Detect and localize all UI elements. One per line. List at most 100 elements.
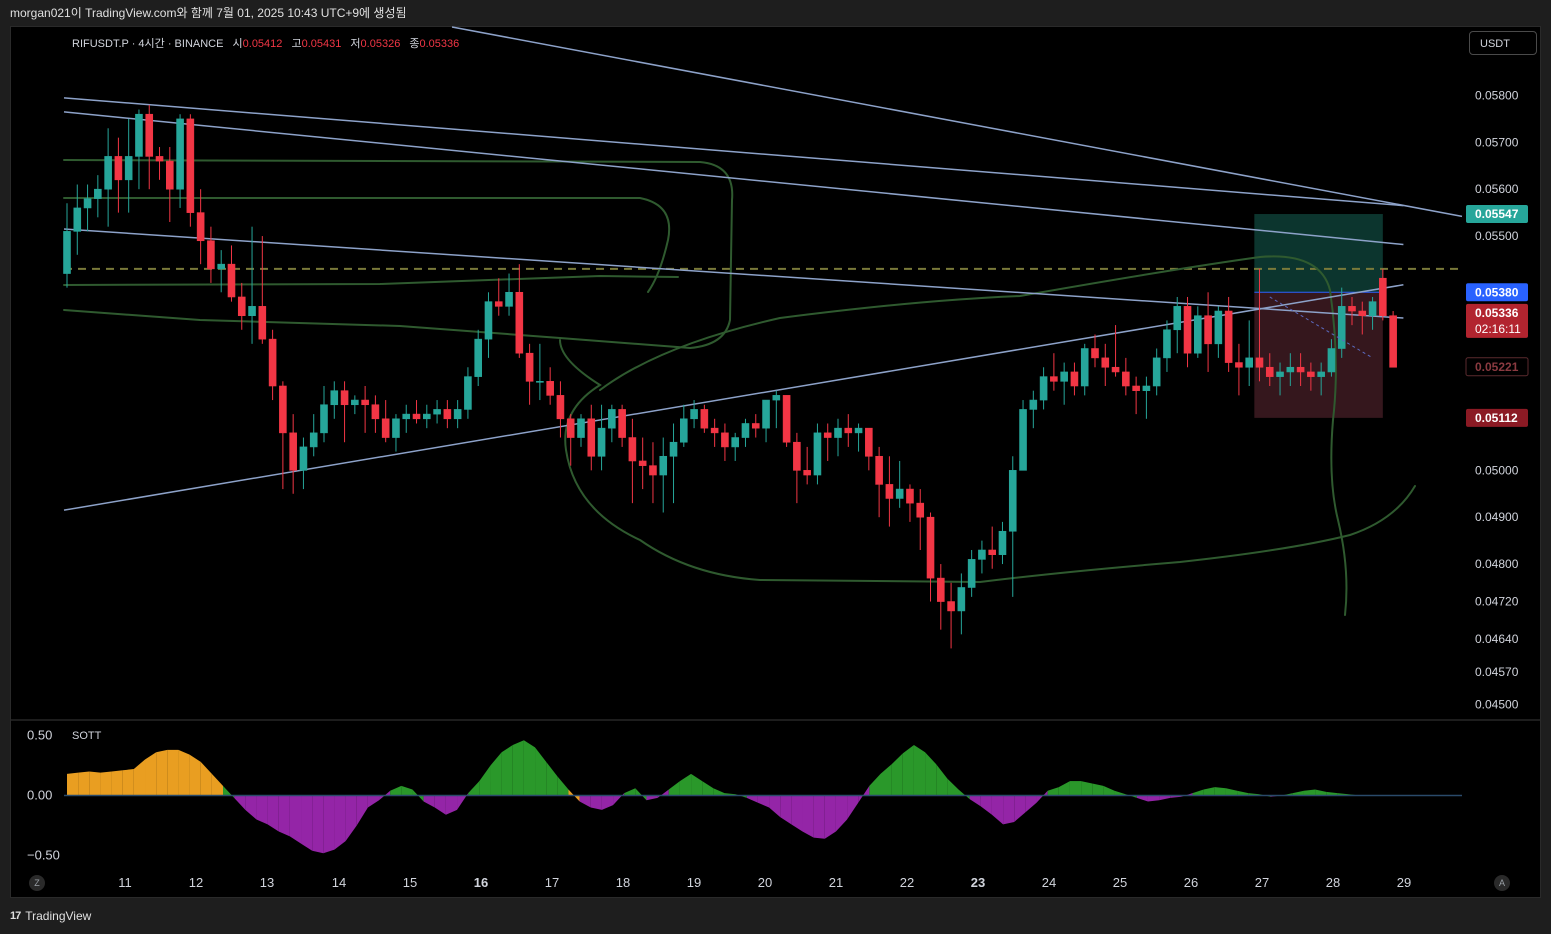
- sott-bar: [501, 745, 513, 796]
- sott-bar: [278, 795, 290, 837]
- candle-body: [217, 263, 225, 270]
- candle-body: [978, 549, 986, 560]
- candle-body: [566, 418, 575, 438]
- sott-bar: [635, 788, 647, 801]
- candle-body: [196, 212, 205, 242]
- sott-bar: [847, 795, 859, 820]
- sott-bar: [234, 795, 246, 810]
- sott-bar: [535, 747, 547, 796]
- price-tag-last: 0.05336 02:16:11: [1466, 303, 1528, 338]
- candle: [659, 437, 668, 513]
- candle-body: [227, 263, 236, 298]
- candle-body: [762, 399, 770, 429]
- candle-body: [1039, 376, 1048, 401]
- candle-body: [1337, 306, 1346, 349]
- candle: [1389, 311, 1397, 368]
- candle: [556, 381, 565, 438]
- sott-bar: [557, 776, 569, 796]
- candle-body: [1317, 371, 1325, 377]
- footer-brand[interactable]: TradingView: [25, 909, 92, 923]
- candle-body: [690, 409, 698, 420]
- sott-bar: [691, 773, 703, 796]
- candle-body: [1204, 315, 1212, 345]
- candle-body: [947, 601, 955, 612]
- sott-bar: [769, 795, 781, 818]
- take-profit-zone: [1254, 214, 1383, 293]
- sott-bar: [100, 771, 112, 796]
- candle: [895, 460, 904, 508]
- sott-bar: [323, 795, 335, 854]
- currency-button[interactable]: USDT: [1469, 31, 1537, 55]
- time-tick-label: 27: [1255, 875, 1269, 890]
- candle: [433, 400, 441, 424]
- candle: [998, 521, 1007, 565]
- candle: [1060, 362, 1068, 405]
- symbol-info[interactable]: RIFUSDT.P · 4시간 · BINANCE: [72, 38, 224, 50]
- sott-bar: [1069, 781, 1082, 796]
- sott-bar: [401, 785, 413, 796]
- candle: [1307, 362, 1315, 391]
- candle: [1224, 296, 1233, 372]
- sott-bar: [1225, 788, 1238, 796]
- sott-bar: [189, 754, 201, 796]
- sott-bar: [858, 785, 870, 803]
- chart-frame[interactable]: [10, 26, 1541, 898]
- sott-bar: [1036, 790, 1048, 803]
- price-axis: 0.05800 0.05700 0.05600 0.05500 0.05000 0.049…: [1475, 88, 1519, 711]
- sott-bar: [211, 773, 224, 796]
- sott-bar: [646, 795, 658, 801]
- candle-body: [515, 291, 524, 354]
- candle: [525, 343, 534, 405]
- candle: [320, 386, 328, 443]
- candle-body: [361, 399, 369, 406]
- candle-body: [957, 587, 966, 612]
- candle: [906, 484, 914, 522]
- sott-bar: [445, 795, 458, 815]
- low-value: 0.05326: [360, 38, 401, 50]
- sott-oscillator: [64, 740, 1462, 854]
- price-tick-label: 0.05000: [1475, 463, 1519, 477]
- candle-body: [865, 427, 873, 457]
- time-tick-label: 15: [403, 875, 417, 890]
- candle-body: [279, 385, 287, 434]
- candle-body: [433, 409, 441, 415]
- candle-body: [525, 352, 534, 382]
- candle-body: [638, 460, 647, 466]
- candle: [536, 343, 544, 401]
- time-tick-label: 12: [189, 875, 203, 890]
- candle: [289, 414, 297, 494]
- candle-body: [1296, 366, 1305, 373]
- candle-body: [1142, 385, 1151, 391]
- sott-bar: [89, 771, 101, 796]
- candle: [844, 414, 853, 447]
- candle: [772, 390, 781, 429]
- trendlines: [63, 26, 1463, 511]
- candle-body: [1348, 306, 1356, 312]
- indicator-label[interactable]: SOTT: [72, 730, 102, 742]
- candle: [1245, 320, 1253, 386]
- candle: [1029, 390, 1038, 429]
- auto-scale-button-right[interactable]: A: [1494, 875, 1510, 891]
- price-tag-label: 0.05336: [1475, 306, 1519, 320]
- candle-body: [258, 306, 267, 340]
- candle: [577, 414, 585, 447]
- auto-scale-button-left[interactable]: Z: [29, 875, 45, 891]
- candle-body: [443, 409, 452, 420]
- candle-body: [1091, 348, 1099, 359]
- candle: [309, 414, 318, 457]
- candle: [875, 446, 883, 518]
- sott-bar: [824, 795, 836, 839]
- sott-bar: [434, 795, 446, 815]
- candle-body: [124, 156, 133, 181]
- brush-stroke-5: [599, 255, 1348, 616]
- candle: [422, 404, 431, 429]
- candle: [1070, 362, 1079, 396]
- time-tick-label: 19: [687, 875, 701, 890]
- candle: [1008, 456, 1017, 597]
- candle: [176, 114, 184, 208]
- candle: [926, 512, 935, 602]
- candle-body: [906, 488, 914, 504]
- sott-bar: [1092, 783, 1104, 796]
- candle: [94, 175, 102, 218]
